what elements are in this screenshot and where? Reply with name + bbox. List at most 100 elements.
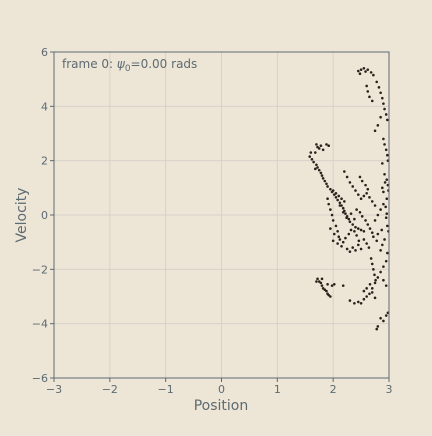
- data-point: [372, 268, 375, 271]
- data-point: [347, 232, 351, 236]
- data-point: [327, 144, 331, 148]
- data-point: [366, 68, 370, 71]
- data-point: [326, 282, 329, 286]
- x-tick-label: 2: [330, 383, 337, 396]
- data-point: [381, 162, 384, 165]
- data-point: [362, 238, 366, 241]
- data-point: [338, 204, 342, 207]
- data-point: [310, 158, 314, 161]
- data-point: [317, 147, 321, 150]
- data-point: [375, 239, 379, 243]
- data-point: [368, 227, 372, 230]
- data-point: [345, 216, 348, 220]
- data-point: [365, 287, 368, 290]
- data-point: [347, 217, 351, 221]
- data-point: [348, 220, 352, 224]
- data-point: [355, 208, 358, 211]
- y-tick-label: 4: [41, 100, 48, 113]
- data-point: [379, 316, 382, 320]
- data-point: [366, 187, 370, 191]
- annotation-symbol: ψ: [117, 57, 126, 71]
- data-point: [385, 178, 389, 181]
- x-tick-label: −2: [102, 383, 118, 396]
- x-tick-label: −3: [46, 383, 62, 396]
- data-point: [368, 196, 371, 199]
- y-axis-label: Velocity: [14, 188, 30, 243]
- data-point: [379, 91, 382, 95]
- data-point: [358, 72, 362, 76]
- data-point: [353, 230, 356, 233]
- data-point: [343, 170, 346, 173]
- data-point: [354, 225, 357, 229]
- data-point: [375, 327, 379, 331]
- data-point: [373, 219, 377, 222]
- data-point: [370, 231, 374, 234]
- data-point: [344, 236, 347, 240]
- data-point: [356, 300, 360, 304]
- data-point: [364, 70, 367, 73]
- data-point: [337, 194, 341, 198]
- data-point: [383, 181, 387, 184]
- data-point: [349, 212, 353, 215]
- data-point: [369, 71, 373, 74]
- data-point: [355, 234, 358, 237]
- data-point: [382, 319, 385, 323]
- data-point: [368, 282, 372, 286]
- data-point: [376, 276, 380, 279]
- y-tick-label: 2: [41, 155, 48, 168]
- data-point: [321, 177, 325, 180]
- data-point: [317, 168, 321, 172]
- data-point: [359, 247, 363, 251]
- data-point: [330, 213, 334, 217]
- data-point: [325, 182, 328, 186]
- data-point: [359, 197, 363, 200]
- data-point: [356, 227, 360, 230]
- data-point: [356, 243, 360, 247]
- data-point: [384, 148, 388, 152]
- data-point: [375, 80, 379, 84]
- data-point: [386, 311, 389, 315]
- x-tick-label: −1: [158, 383, 174, 396]
- data-point: [332, 232, 336, 236]
- data-point: [315, 143, 318, 146]
- data-point: [354, 189, 357, 192]
- data-point: [359, 68, 363, 71]
- data-point: [336, 198, 339, 202]
- data-point: [372, 73, 375, 77]
- data-point: [385, 197, 389, 200]
- x-tick-label: 3: [386, 383, 393, 396]
- data-point: [383, 238, 386, 241]
- data-point: [349, 228, 353, 232]
- data-point: [382, 137, 385, 141]
- data-point: [382, 102, 385, 105]
- data-point: [382, 278, 385, 282]
- data-point: [360, 215, 364, 218]
- data-point: [366, 90, 370, 93]
- data-point: [386, 118, 389, 122]
- data-point: [320, 284, 324, 287]
- data-point: [351, 246, 355, 249]
- data-point: [329, 295, 332, 298]
- data-point: [329, 187, 332, 191]
- data-point: [351, 185, 355, 188]
- data-point: [343, 200, 346, 203]
- data-point: [314, 167, 317, 171]
- data-point: [386, 183, 389, 187]
- data-point: [332, 282, 336, 286]
- data-point: [340, 197, 343, 200]
- frame-annotation: frame 0: ψ0=0.00 rads: [62, 57, 197, 74]
- data-point: [370, 287, 374, 290]
- data-point: [309, 151, 313, 154]
- data-point: [320, 277, 324, 281]
- data-point: [386, 251, 389, 255]
- data-point: [353, 301, 356, 305]
- data-point: [373, 204, 377, 207]
- data-point: [377, 86, 381, 89]
- data-point: [382, 190, 385, 194]
- data-point: [330, 284, 334, 287]
- data-point: [373, 281, 377, 285]
- data-point: [308, 155, 312, 158]
- axis-ticks: −3 −2 −1 0 1 2 3 −6 −4 −2 0 2 4 6: [32, 46, 393, 396]
